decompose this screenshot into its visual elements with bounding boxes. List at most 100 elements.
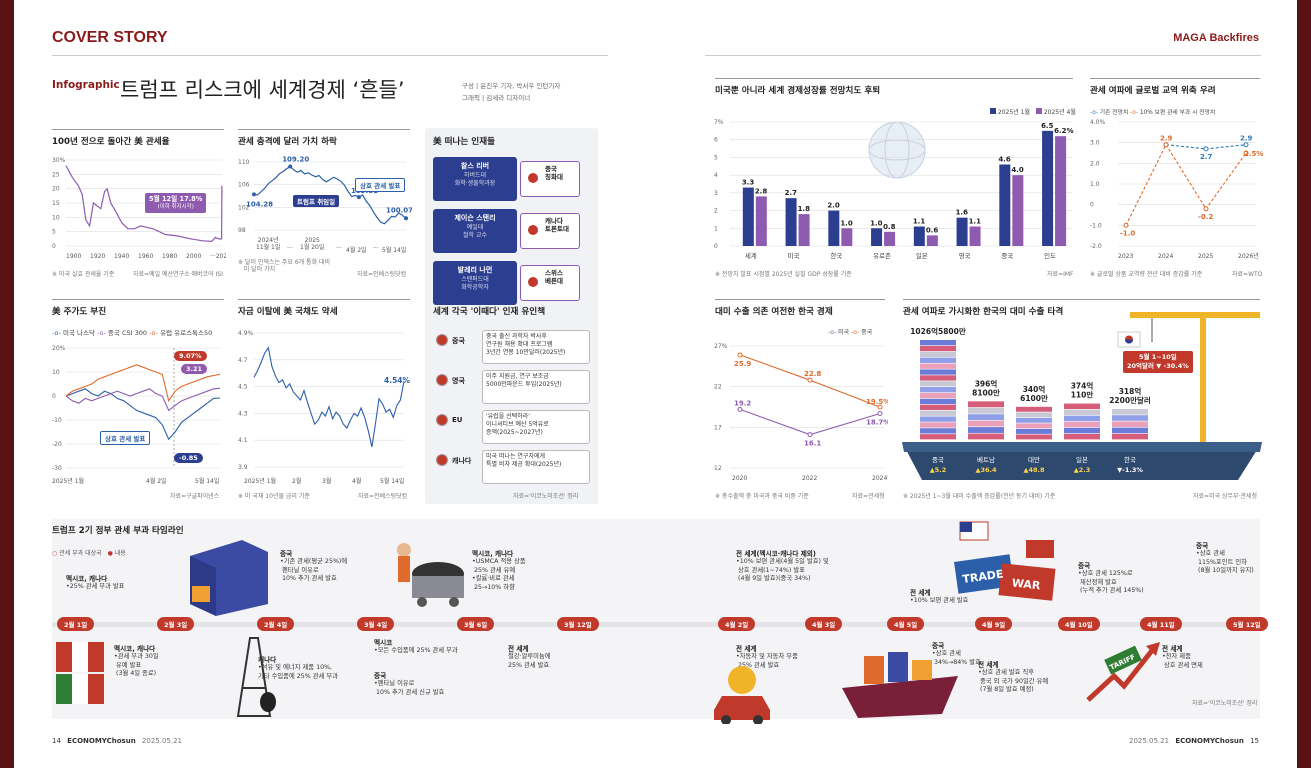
- dollar-xtick-dots3: ···: [373, 245, 379, 252]
- container-block: [1016, 406, 1052, 412]
- tariff-ytick: 5: [52, 229, 56, 236]
- legend-target: 관세 부과 대상국: [59, 550, 102, 557]
- container-block: [968, 427, 1004, 433]
- growth-label-jan: 4.6: [998, 156, 1011, 164]
- kd-value-label: 25.9: [734, 360, 751, 368]
- country-flag-icon: [436, 334, 448, 346]
- kd-point: [807, 432, 813, 438]
- tariff-xtick: 2000: [186, 253, 201, 260]
- country-flag-icon: [436, 454, 448, 466]
- container-block: [920, 428, 956, 434]
- korea-dep-legend: -o- 미국 -o- 중국: [828, 327, 872, 336]
- timeline-event-head: 전 세계: [978, 661, 999, 669]
- flags-containers-illustration: [56, 642, 104, 704]
- growth-ytick: 6: [714, 137, 718, 144]
- bond-xtick-4: 4월: [352, 478, 362, 485]
- growth-bar-apr: [755, 196, 767, 246]
- footer-right: 2025.05.21 ECONOMYChosun 15: [1129, 737, 1259, 745]
- exports-korea-callout: 5월 1~10일 20억달러 ▼ -30.4%: [1123, 351, 1193, 373]
- bond-ytick: 4.3: [238, 410, 248, 417]
- kd-ytick: 27%: [714, 343, 728, 350]
- legend-base: 기존 전망치: [1099, 110, 1129, 116]
- legend-content: 내용: [114, 550, 126, 557]
- timeline-event-body: •상호 관세 발효 직후 중국 외 국가 90일간 유예 (7월 8일 발효 예…: [978, 669, 1049, 693]
- stocks-chart: 20% 10 0 -10 -20 -30: [52, 345, 221, 472]
- tariff-callout: 5월 12일 17.8% (이하 취지시각): [145, 193, 207, 213]
- kd-value-label: 16.1: [804, 440, 821, 448]
- trade-value-label: 2.9: [1240, 135, 1253, 143]
- growth-label-jan: 1.1: [913, 218, 926, 226]
- timeline-date-pill: 4월 10일: [1058, 617, 1100, 631]
- growth-bar-jan: [785, 198, 797, 246]
- talent-person-origin: 하버드대 화학·생물학과장: [454, 172, 496, 187]
- stocks-series-line: [65, 388, 221, 441]
- infographic-tag: Infographic: [52, 79, 120, 91]
- container-illustration: [190, 540, 268, 616]
- incentive-text: 중국 출신 과학자 박사후 연구원 채용 확대 프로그램 3년간 연봉 10만달…: [486, 333, 566, 356]
- growth-category: 세계: [745, 251, 757, 260]
- korea-dep-title: 대미 수출 의존 여전한 한국 경제: [715, 307, 833, 317]
- stocks-label-csi: 3.21: [181, 364, 208, 374]
- korea-dep-source: 자료=관세청: [852, 493, 885, 500]
- stocks-legend: -o- 미국 나스닥 -o- 중국 CSI 300 -o- 유럽 유로스톡스50: [52, 327, 212, 337]
- growth-legend: 2025년 1월 2025년 4월: [990, 107, 1076, 116]
- trade-ytick: -2.0: [1090, 243, 1102, 250]
- growth-ytick: 1: [714, 225, 718, 232]
- export-amount-label: 340억: [1023, 384, 1046, 394]
- trade-point: [1163, 142, 1169, 148]
- kd-point: [877, 411, 883, 417]
- growth-note: ※ 전망치 발표 시점별 2025년 실질 GDP 성장률 기준: [715, 271, 852, 278]
- dollar-ytick: 110: [238, 159, 250, 166]
- growth-label-apr: 6.2%: [1054, 127, 1073, 135]
- export-change: ▲2.3: [1074, 466, 1091, 474]
- trade-note: ※ 글로벌 상품 교역량 전년 대비 증감률 기준: [1090, 271, 1203, 278]
- tariff-note: ※ 미국 실효 관세율 기준: [52, 271, 115, 278]
- container-block: [1112, 421, 1148, 428]
- bond-xtick-5: 5월 14일: [380, 478, 405, 485]
- container-block: [920, 375, 956, 381]
- container-block: [920, 434, 956, 440]
- timeline-event-body: •모든 수입품에 25% 관세 부과: [374, 647, 458, 654]
- growth-category: 한국: [830, 252, 842, 260]
- tariff-xtick: 1940: [114, 253, 129, 260]
- container-block: [1064, 421, 1100, 428]
- talent-person-card: [433, 157, 517, 201]
- timeline-event-head: 중국: [1196, 542, 1209, 550]
- growth-bar-apr: [1012, 175, 1024, 246]
- container-block: [1064, 433, 1100, 440]
- trade-chart: 4.0% 3.0 2.0 1.0 0 -1.0 -2.0 2023 2024 2025 2026년…: [1090, 119, 1263, 260]
- stocks-ytick: 10: [52, 369, 60, 376]
- kd-value-label: 19.2: [734, 399, 751, 407]
- export-amount-label: 110만: [1071, 390, 1094, 400]
- container-block: [1016, 428, 1052, 434]
- footer-left: 14 ECONOMYChosun 2025.05.21: [52, 737, 182, 745]
- bond-ytick: 4.1: [238, 437, 248, 444]
- timeline-event-head: 캐나다: [258, 656, 277, 664]
- trade-ytick: -1.0: [1090, 222, 1102, 229]
- dollar-note: ※ 달러 인덱스는 주요 6개 통화 대비 미 달러 가치: [238, 259, 331, 274]
- growth-bar-apr: [926, 235, 938, 246]
- growth-bar-jan: [828, 210, 840, 246]
- trade-value-label: 2.9: [1160, 135, 1173, 143]
- export-amount-label: 1026억5800만: [910, 326, 966, 336]
- growth-label-apr: 1.8: [798, 205, 811, 213]
- talent-person-name: 제이슨 스탠리: [454, 214, 496, 222]
- tariff-ytick: 15: [52, 200, 60, 207]
- timeline-event-head: 전 세계(멕시코·캐나다 제외): [736, 550, 816, 558]
- timeline-event-body: •10% 보편 관세(4월 5일 발효) 및 상호 관세(1~74%) 발표 (…: [736, 558, 829, 582]
- export-change: ▼-1.3%: [1117, 466, 1143, 474]
- tariff-xtick: ···2025년: [210, 252, 226, 260]
- stocks-source: 자료=구글파이낸스: [170, 493, 220, 500]
- dollar-title-rule: [238, 129, 410, 130]
- incentive-country: 중국: [452, 337, 465, 345]
- export-country: 일본: [1076, 455, 1088, 464]
- incentive-box: [482, 450, 590, 484]
- stocks-label-nasdaq: -0.85: [174, 453, 203, 463]
- trade-ytick: 2.0: [1090, 160, 1100, 167]
- growth-bar-jan: [871, 228, 883, 246]
- container-block: [920, 416, 956, 422]
- tariff-series-line: [65, 165, 223, 243]
- legend-nasdaq-marker: -o-: [52, 329, 61, 337]
- growth-bar-jan: [1042, 130, 1054, 246]
